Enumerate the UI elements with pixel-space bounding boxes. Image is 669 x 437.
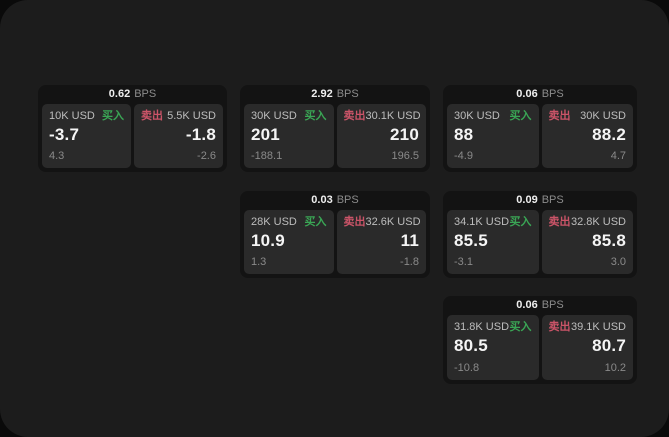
- buy-panel[interactable]: 31.8K USD 买入 80.5 -10.8: [447, 315, 539, 380]
- spread-value: 0.62: [108, 88, 131, 100]
- sell-delta: 196.5: [391, 150, 419, 162]
- buy-size: 30K USD: [251, 110, 297, 122]
- buy-tag: 买入: [304, 110, 327, 122]
- buy-size: 30K USD: [454, 110, 500, 122]
- quote-card: 0.09 BPS 34.1K USD 买入 85.5 -3.1 卖出 32.8K…: [443, 191, 637, 278]
- buy-size: 10K USD: [49, 110, 95, 122]
- buy-tag: 买入: [509, 110, 532, 122]
- buy-panel[interactable]: 10K USD 买入 -3.7 4.3: [42, 104, 131, 168]
- sell-delta: 10.2: [604, 362, 626, 374]
- buy-tag: 买入: [102, 110, 124, 122]
- spread-unit: BPS: [336, 88, 359, 100]
- buy-delta: -3.1: [454, 256, 473, 268]
- buy-delta: -4.9: [454, 150, 473, 162]
- spread-header: 0.09 BPS: [447, 191, 633, 210]
- sell-price: 11: [400, 231, 419, 250]
- quote-card: 0.03 BPS 28K USD 买入 10.9 1.3 卖出 32.6K US…: [240, 191, 430, 278]
- buy-delta: 1.3: [251, 256, 267, 268]
- quote-body: 30K USD 买入 88 -4.9 卖出 30K USD 88.2 4.7: [447, 104, 633, 168]
- sell-delta: 3.0: [610, 256, 626, 268]
- sell-size: 30.1K USD: [365, 110, 421, 122]
- sell-delta: 4.7: [610, 150, 626, 162]
- buy-price: 80.5: [454, 336, 488, 355]
- buy-price: -3.7: [49, 125, 80, 144]
- spread-value: 0.06: [516, 88, 538, 100]
- spread-header: 0.06 BPS: [447, 85, 633, 104]
- sell-size: 39.1K USD: [570, 321, 626, 333]
- buy-price: 85.5: [454, 231, 488, 250]
- sell-size: 5.5K USD: [167, 110, 216, 122]
- buy-size: 31.8K USD: [454, 321, 510, 333]
- spread-header: 0.06 BPS: [447, 296, 633, 315]
- buy-tag: 买入: [509, 321, 532, 333]
- quote-body: 10K USD 买入 -3.7 4.3 卖出 5.5K USD -1.8 -2.…: [42, 104, 223, 168]
- buy-panel[interactable]: 34.1K USD 买入 85.5 -3.1: [447, 210, 539, 274]
- buy-delta: -10.8: [454, 362, 480, 374]
- quote-body: 30K USD 买入 201 -188.1 卖出 30.1K USD 210 1…: [244, 104, 426, 168]
- sell-tag: 卖出: [343, 110, 366, 122]
- sell-panel[interactable]: 卖出 39.1K USD 80.7 10.2: [541, 315, 633, 380]
- sell-price: 85.8: [592, 231, 626, 250]
- spread-header: 0.03 BPS: [244, 191, 426, 210]
- sell-panel[interactable]: 卖出 32.8K USD 85.8 3.0: [541, 210, 633, 274]
- quote-body: 28K USD 买入 10.9 1.3 卖出 32.6K USD 11 -1.8: [244, 210, 426, 274]
- sell-price: 80.7: [592, 336, 626, 355]
- spread-unit: BPS: [541, 194, 564, 206]
- sell-size: 32.8K USD: [570, 216, 626, 228]
- spread-header: 0.62 BPS: [42, 85, 223, 104]
- sell-tag: 卖出: [343, 216, 366, 228]
- spread-value: 0.06: [516, 299, 538, 311]
- buy-tag: 买入: [304, 216, 327, 228]
- sell-price: -1.8: [185, 125, 216, 144]
- quote-card: 2.92 BPS 30K USD 买入 201 -188.1 卖出 30.1K …: [240, 85, 430, 172]
- sell-tag: 卖出: [548, 216, 571, 228]
- buy-delta: 4.3: [49, 150, 65, 162]
- sell-tag: 卖出: [548, 110, 571, 122]
- sell-size: 30K USD: [580, 110, 626, 122]
- buy-size: 34.1K USD: [454, 216, 510, 228]
- spread-header: 2.92 BPS: [244, 85, 426, 104]
- sell-size: 32.6K USD: [365, 216, 421, 228]
- quote-card: 0.62 BPS 10K USD 买入 -3.7 4.3 卖出 5.5K USD: [38, 85, 227, 172]
- sell-panel[interactable]: 卖出 30K USD 88.2 4.7: [541, 104, 633, 168]
- sell-delta: -2.6: [197, 150, 216, 162]
- buy-delta: -188.1: [251, 150, 283, 162]
- sell-delta: -1.8: [400, 256, 419, 268]
- quote-card: 0.06 BPS 31.8K USD 买入 80.5 -10.8 卖出 39.1…: [443, 296, 637, 384]
- sell-price: 88.2: [592, 125, 626, 144]
- sell-panel[interactable]: 卖出 32.6K USD 11 -1.8: [336, 210, 426, 274]
- sell-tag: 卖出: [548, 321, 571, 333]
- buy-price: 88: [454, 125, 474, 144]
- spread-value: 0.03: [311, 194, 333, 206]
- spread-unit: BPS: [541, 88, 564, 100]
- spread-unit: BPS: [336, 194, 359, 206]
- quote-body: 34.1K USD 买入 85.5 -3.1 卖出 32.8K USD 85.8…: [447, 210, 633, 274]
- buy-panel[interactable]: 30K USD 买入 201 -188.1: [244, 104, 334, 168]
- buy-tag: 买入: [509, 216, 532, 228]
- sell-tag: 卖出: [141, 110, 163, 122]
- buy-price: 10.9: [251, 231, 285, 250]
- sell-panel[interactable]: 卖出 30.1K USD 210 196.5: [336, 104, 426, 168]
- sell-price: 210: [390, 125, 419, 144]
- spread-value: 0.09: [516, 194, 538, 206]
- quote-body: 31.8K USD 买入 80.5 -10.8 卖出 39.1K USD 80.…: [447, 315, 633, 380]
- spread-unit: BPS: [134, 88, 157, 100]
- spread-unit: BPS: [541, 299, 564, 311]
- buy-panel[interactable]: 30K USD 买入 88 -4.9: [447, 104, 539, 168]
- buy-panel[interactable]: 28K USD 买入 10.9 1.3: [244, 210, 334, 274]
- spread-value: 2.92: [311, 88, 333, 100]
- quote-card: 0.06 BPS 30K USD 买入 88 -4.9 卖出 30K USD: [443, 85, 637, 172]
- buy-price: 201: [251, 125, 280, 144]
- sell-panel[interactable]: 卖出 5.5K USD -1.8 -2.6: [134, 104, 223, 168]
- buy-size: 28K USD: [251, 216, 297, 228]
